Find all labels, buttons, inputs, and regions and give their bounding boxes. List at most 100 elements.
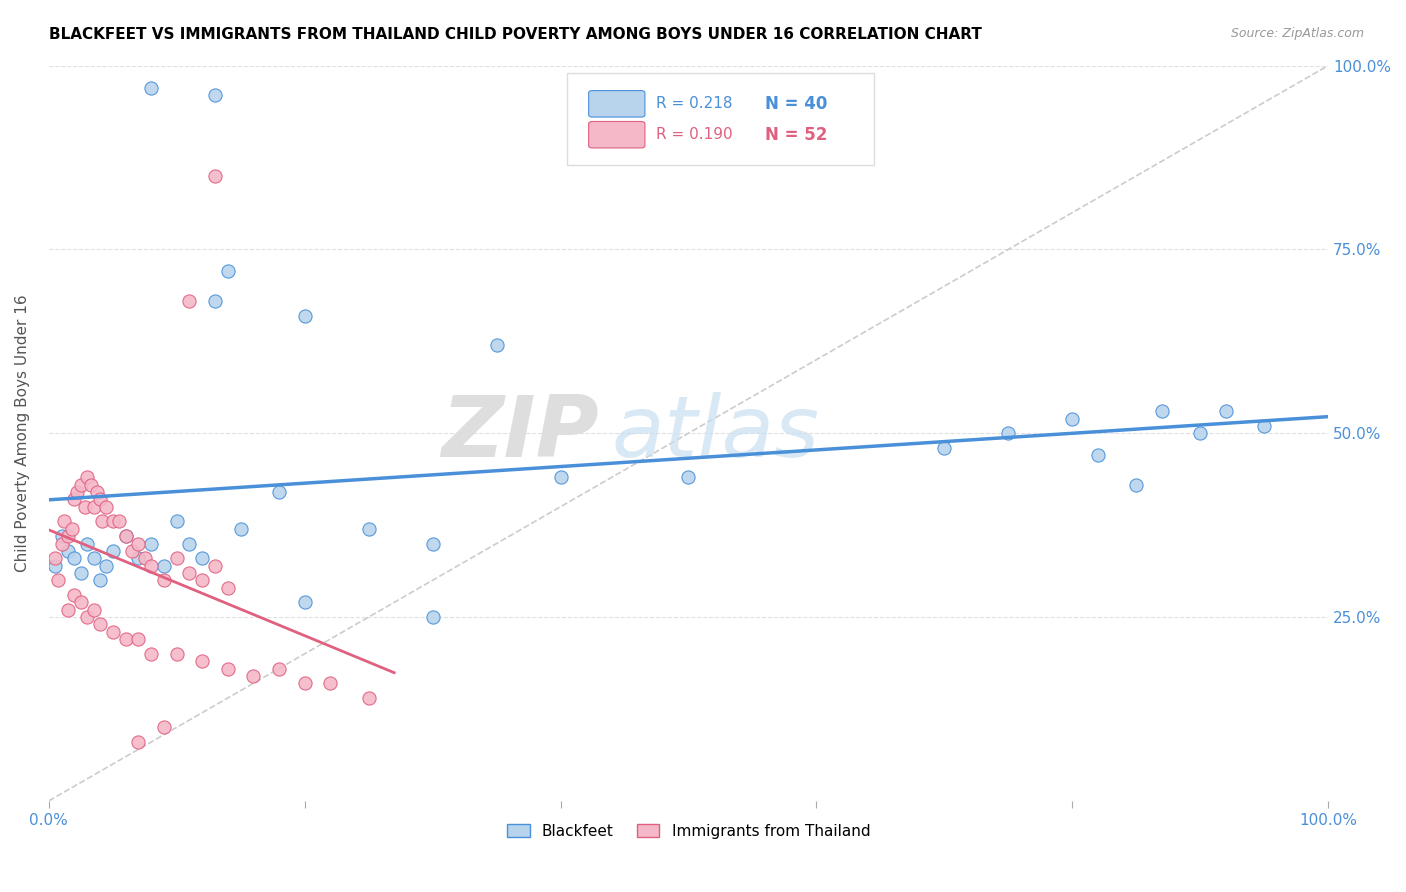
Point <box>69 595 91 609</box>
Point <box>166 551 188 566</box>
Point <box>204 293 226 308</box>
Point <box>294 309 316 323</box>
Point <box>191 551 214 566</box>
Point <box>83 603 105 617</box>
Point <box>191 654 214 668</box>
Point <box>56 529 79 543</box>
Point <box>127 632 149 647</box>
Point <box>1253 418 1275 433</box>
Point <box>166 515 188 529</box>
Point <box>134 551 156 566</box>
Point <box>153 558 176 573</box>
Point <box>139 558 162 573</box>
Point <box>1189 426 1212 441</box>
Point <box>114 529 136 543</box>
Point <box>139 80 162 95</box>
Point <box>217 661 239 675</box>
Point <box>1125 477 1147 491</box>
Point <box>101 544 124 558</box>
Point <box>139 647 162 661</box>
Point <box>550 470 572 484</box>
Point <box>204 88 226 103</box>
Point <box>1215 404 1237 418</box>
Point <box>294 676 316 690</box>
Point <box>1062 411 1084 425</box>
Point <box>101 515 124 529</box>
FancyBboxPatch shape <box>567 73 875 165</box>
Point <box>166 647 188 661</box>
Text: BLACKFEET VS IMMIGRANTS FROM THAILAND CHILD POVERTY AMONG BOYS UNDER 16 CORRELAT: BLACKFEET VS IMMIGRANTS FROM THAILAND CH… <box>49 27 981 42</box>
Point <box>485 338 508 352</box>
Point <box>69 477 91 491</box>
Point <box>242 669 264 683</box>
Point <box>267 661 290 675</box>
Point <box>179 536 201 550</box>
Point <box>179 566 201 580</box>
Point <box>76 610 98 624</box>
Point <box>997 426 1019 441</box>
Point <box>63 492 86 507</box>
Point <box>153 720 176 734</box>
Point <box>60 522 83 536</box>
Point <box>127 536 149 550</box>
Point <box>114 632 136 647</box>
Point <box>179 293 201 308</box>
Legend: Blackfeet, Immigrants from Thailand: Blackfeet, Immigrants from Thailand <box>501 817 876 845</box>
Point <box>89 617 111 632</box>
Point <box>357 690 380 705</box>
Point <box>44 551 66 566</box>
Point <box>44 558 66 573</box>
Text: N = 52: N = 52 <box>765 126 828 144</box>
FancyBboxPatch shape <box>589 91 645 117</box>
Text: N = 40: N = 40 <box>765 95 828 112</box>
Point <box>53 515 76 529</box>
Text: Source: ZipAtlas.com: Source: ZipAtlas.com <box>1230 27 1364 40</box>
Point <box>69 566 91 580</box>
Point <box>678 470 700 484</box>
Point <box>96 500 118 514</box>
Point <box>934 441 956 455</box>
Point <box>51 529 73 543</box>
Point <box>1150 404 1173 418</box>
Point <box>83 500 105 514</box>
Point <box>422 610 444 624</box>
Point <box>46 574 69 588</box>
Text: atlas: atlas <box>612 392 820 475</box>
Point <box>204 169 226 183</box>
Point <box>1087 448 1109 462</box>
Point <box>66 485 89 500</box>
Point <box>114 529 136 543</box>
Point <box>56 603 79 617</box>
Point <box>267 485 290 500</box>
Point <box>76 470 98 484</box>
Point <box>91 515 114 529</box>
Point <box>191 574 214 588</box>
Point <box>294 595 316 609</box>
Point <box>217 581 239 595</box>
Point <box>73 500 96 514</box>
Point <box>63 588 86 602</box>
Point <box>357 522 380 536</box>
Point <box>319 676 342 690</box>
Point <box>127 551 149 566</box>
Point <box>229 522 252 536</box>
Point <box>217 264 239 278</box>
Point <box>76 536 98 550</box>
Point <box>127 735 149 749</box>
Point <box>80 477 103 491</box>
Text: R = 0.190: R = 0.190 <box>657 128 733 142</box>
Point <box>89 492 111 507</box>
Text: ZIP: ZIP <box>441 392 599 475</box>
Point <box>204 558 226 573</box>
Point <box>96 558 118 573</box>
Point <box>89 574 111 588</box>
Point <box>139 536 162 550</box>
Point <box>83 551 105 566</box>
Point <box>153 574 176 588</box>
Point <box>86 485 108 500</box>
FancyBboxPatch shape <box>589 121 645 148</box>
Point <box>422 536 444 550</box>
Y-axis label: Child Poverty Among Boys Under 16: Child Poverty Among Boys Under 16 <box>15 294 30 572</box>
Point <box>63 551 86 566</box>
Point <box>121 544 143 558</box>
